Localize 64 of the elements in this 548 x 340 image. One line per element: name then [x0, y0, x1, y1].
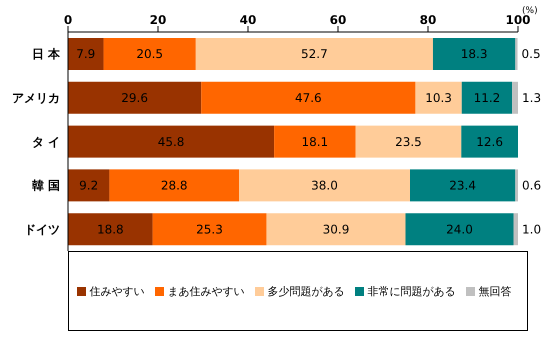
data-label: 7.9 — [76, 47, 96, 62]
y-tick-label: 日 本 — [32, 47, 61, 62]
data-label: 18.1 — [301, 134, 328, 149]
y-tick-label: タ イ — [32, 134, 60, 149]
x-tick-label: 0 — [64, 13, 72, 27]
data-label: 12.6 — [476, 134, 504, 149]
data-label: 18.8 — [96, 222, 124, 236]
bar — [266, 213, 406, 246]
data-label: 0.6 — [522, 178, 542, 193]
x-tick-label: 20 — [150, 13, 166, 27]
bar — [239, 169, 410, 202]
x-tick-label: 40 — [240, 13, 256, 27]
bar — [201, 82, 416, 114]
legend-label: まあ住みやすい — [168, 284, 244, 298]
y-tick-label: 韓 国 — [32, 178, 60, 193]
data-label: 25.3 — [196, 222, 223, 236]
x-tick-label: 60 — [330, 13, 346, 27]
bar — [104, 38, 196, 70]
x-tick-label: 80 — [420, 13, 436, 27]
legend-label: 無回答 — [478, 284, 512, 298]
data-label: 18.3 — [460, 47, 488, 62]
data-label: 0.5 — [522, 47, 541, 62]
bar — [68, 213, 153, 246]
data-label: 47.6 — [294, 91, 322, 105]
x-tick-label: 100 — [505, 13, 531, 27]
bar — [410, 169, 516, 202]
bar — [406, 213, 514, 246]
bar — [196, 38, 433, 70]
bar — [514, 213, 518, 246]
legend-label: 非常に問題がある — [368, 284, 456, 298]
bar — [356, 126, 462, 158]
data-label: 30.9 — [322, 222, 350, 236]
bar — [274, 126, 356, 158]
data-label: 28.8 — [160, 178, 188, 193]
y-tick-label: ドイツ — [24, 222, 60, 236]
bar — [152, 213, 266, 246]
bar — [462, 82, 512, 114]
bar — [68, 82, 202, 114]
bar — [109, 169, 239, 202]
data-label: 23.4 — [449, 178, 476, 193]
data-label: 1.0 — [522, 222, 542, 236]
legend-label: 住みやすい — [90, 284, 144, 298]
bar — [512, 82, 518, 114]
x-axis-title: (%) — [522, 6, 538, 16]
bar — [515, 169, 518, 202]
data-label: 11.2 — [474, 91, 500, 105]
data-label: 52.7 — [301, 47, 328, 62]
y-tick-label: アメリカ — [12, 90, 60, 105]
data-label: 10.3 — [425, 91, 452, 105]
data-label: 1.3 — [522, 91, 542, 105]
data-label: 20.5 — [136, 47, 164, 62]
data-label: 24.0 — [446, 222, 473, 236]
bar — [68, 126, 274, 158]
data-label: 9.2 — [79, 178, 98, 193]
bar — [432, 38, 516, 70]
data-label: 38.0 — [311, 178, 338, 193]
legend-label: 多少問題がある — [268, 284, 344, 298]
bar — [415, 82, 462, 114]
bar — [68, 169, 110, 202]
bar — [68, 38, 104, 70]
data-label: 29.6 — [121, 91, 148, 105]
data-label: 23.5 — [395, 134, 422, 149]
data-label: 45.8 — [158, 134, 184, 149]
bar — [461, 126, 518, 158]
